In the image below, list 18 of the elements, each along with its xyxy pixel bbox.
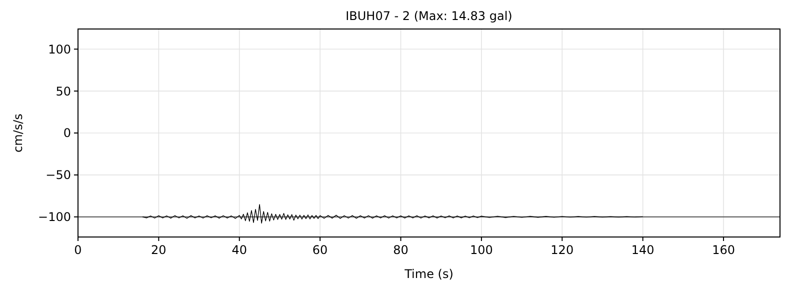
y-tick-label: 0 bbox=[63, 126, 71, 140]
y-tick-label: 100 bbox=[48, 42, 71, 56]
x-axis-title: Time (s) bbox=[404, 267, 454, 281]
x-tick-label: 100 bbox=[470, 243, 493, 257]
x-tick-label: 60 bbox=[312, 243, 328, 257]
y-tick-label: −50 bbox=[46, 168, 71, 182]
x-tick-label: 0 bbox=[74, 243, 82, 257]
x-tick-label: 160 bbox=[712, 243, 735, 257]
x-tick-label: 40 bbox=[232, 243, 248, 257]
x-tick-label: 80 bbox=[393, 243, 408, 257]
y-tick-label: −100 bbox=[38, 210, 71, 224]
x-tick-label: 120 bbox=[550, 243, 574, 257]
chart-title: IBUH07 - 2 (Max: 14.83 gal) bbox=[346, 9, 512, 23]
y-tick-label: 50 bbox=[56, 84, 71, 98]
y-axis-title: cm/s/s bbox=[11, 114, 25, 152]
x-tick-label: 140 bbox=[631, 243, 654, 257]
x-tick-label: 20 bbox=[151, 243, 166, 257]
line-series bbox=[142, 204, 644, 224]
